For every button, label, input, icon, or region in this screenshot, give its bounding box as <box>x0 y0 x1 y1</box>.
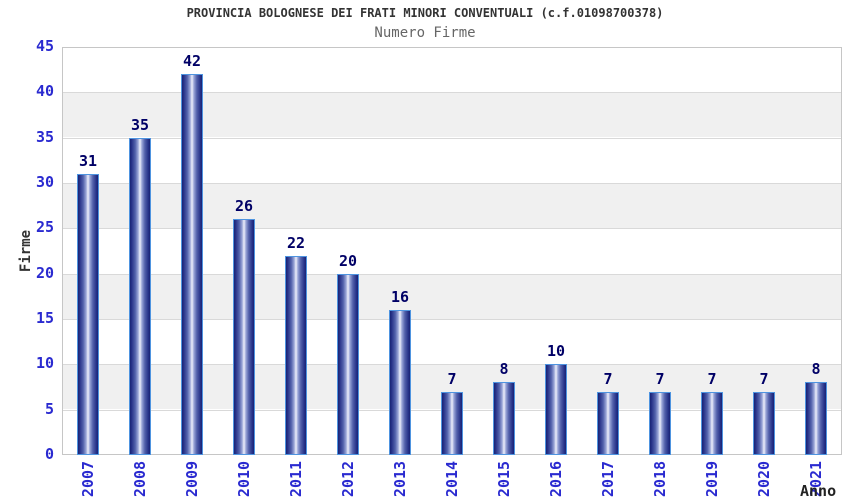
y-tick-label: 45 <box>35 37 54 55</box>
x-tick-label: 2020 <box>755 460 773 498</box>
grid-band <box>63 138 841 183</box>
chart-subtitle: Numero Firme <box>374 25 476 41</box>
y-tick-label: 0 <box>44 445 54 463</box>
bar-value-label: 7 <box>603 370 613 388</box>
bar-value-label: 16 <box>390 288 410 306</box>
bar <box>337 274 359 455</box>
bar-value-label: 7 <box>655 370 665 388</box>
x-tick-label: 2014 <box>443 460 461 498</box>
chart-title: PROVINCIA BOLOGNESE DEI FRATI MINORI CON… <box>186 6 664 20</box>
bar-value-label: 7 <box>759 370 769 388</box>
gridline <box>63 183 841 184</box>
bar <box>545 364 567 455</box>
bar <box>805 382 827 455</box>
x-tick-label: 2018 <box>651 460 669 498</box>
y-tick-label: 20 <box>35 264 54 282</box>
y-tick-label: 40 <box>35 82 54 100</box>
y-tick-label: 15 <box>35 309 54 327</box>
bar <box>389 310 411 455</box>
bar-value-label: 26 <box>234 197 254 215</box>
grid-band <box>63 92 841 137</box>
x-tick-label: 2011 <box>287 460 305 498</box>
x-tick-label: 2012 <box>339 460 357 498</box>
bar-value-label: 8 <box>811 360 821 378</box>
bar-value-label: 7 <box>707 370 717 388</box>
gridline <box>63 138 841 139</box>
y-tick-label: 25 <box>35 218 54 236</box>
bar-value-label: 7 <box>447 370 457 388</box>
x-tick-label: 2019 <box>703 460 721 498</box>
x-tick-label: 2008 <box>131 460 149 498</box>
bar-value-label: 10 <box>546 342 566 360</box>
bar-value-label: 35 <box>130 116 150 134</box>
bar-value-label: 42 <box>182 52 202 70</box>
y-tick-label: 5 <box>44 400 54 418</box>
grid-band <box>63 274 841 319</box>
bar-value-label: 22 <box>286 234 306 252</box>
gridline <box>63 319 841 320</box>
bar-value-label: 8 <box>499 360 509 378</box>
x-tick-label: 2007 <box>79 460 97 498</box>
gridline <box>63 92 841 93</box>
x-tick-label: 2009 <box>183 460 201 498</box>
x-tick-label: 2017 <box>599 460 617 498</box>
bar-value-label: 31 <box>78 152 98 170</box>
y-tick-label: 30 <box>35 173 54 191</box>
x-tick-label: 2016 <box>547 460 565 498</box>
bar <box>597 392 619 455</box>
bar <box>181 74 203 455</box>
bar <box>493 382 515 455</box>
grid-band <box>63 228 841 273</box>
bar <box>649 392 671 455</box>
bar <box>233 219 255 455</box>
y-axis-label: Firme <box>18 229 34 273</box>
bar-value-label: 20 <box>338 252 358 270</box>
y-tick-label: 35 <box>35 128 54 146</box>
bar <box>701 392 723 455</box>
bar <box>129 138 151 455</box>
x-tick-label: 2013 <box>391 460 409 498</box>
x-tick-label: 2010 <box>235 460 253 498</box>
grid-band <box>63 183 841 228</box>
grid-band <box>63 319 841 364</box>
gridline <box>63 274 841 275</box>
bar <box>753 392 775 455</box>
bar <box>441 392 463 455</box>
bar <box>77 174 99 455</box>
y-tick-label: 10 <box>35 354 54 372</box>
x-axis-label: Anno <box>800 482 837 500</box>
x-tick-label: 2015 <box>495 460 513 498</box>
bar <box>285 256 307 455</box>
gridline <box>63 364 841 365</box>
gridline <box>63 228 841 229</box>
